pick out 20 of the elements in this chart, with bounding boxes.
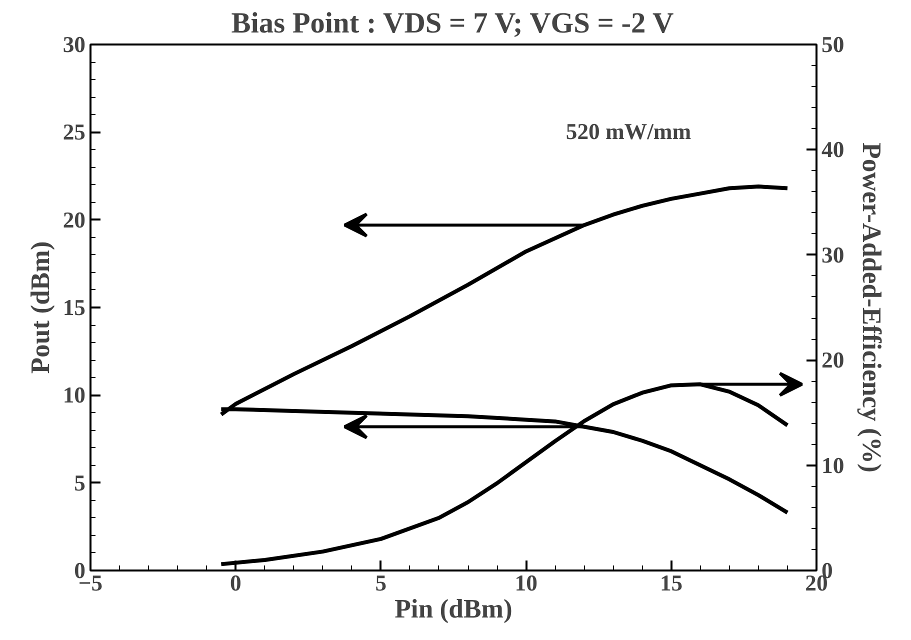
- y2-axis-title: Power-Added-Efficiency (%): [857, 142, 888, 472]
- y-tick-label: 20: [62, 207, 86, 232]
- y-tick-label: 25: [62, 120, 86, 145]
- x-axis-title: Pin (dBm): [394, 594, 512, 624]
- x-tick-label: 5: [375, 570, 387, 596]
- y-axis-title: Pout (dBm): [24, 241, 55, 374]
- y2-tick-label: 40: [822, 137, 844, 162]
- y2-tick-label: 50: [822, 32, 844, 57]
- x-tick-label: 0: [230, 570, 242, 596]
- chart-title: Bias Point : VDS = 7 V; VGS = -2 V: [231, 8, 674, 40]
- y2-tick-label: 10: [822, 452, 844, 478]
- annotation: 520 mW/mm: [566, 119, 692, 144]
- y2-tick-label: 20: [822, 348, 844, 373]
- y-tick-label: 5: [74, 470, 86, 496]
- x-tick-label: 10: [514, 570, 538, 596]
- y-tick-label: 10: [62, 382, 86, 408]
- y-tick-label: 15: [62, 295, 86, 320]
- x-tick-label: 15: [660, 570, 683, 596]
- y-tick-label: 30: [62, 32, 86, 57]
- y2-tick-label: 30: [822, 242, 844, 268]
